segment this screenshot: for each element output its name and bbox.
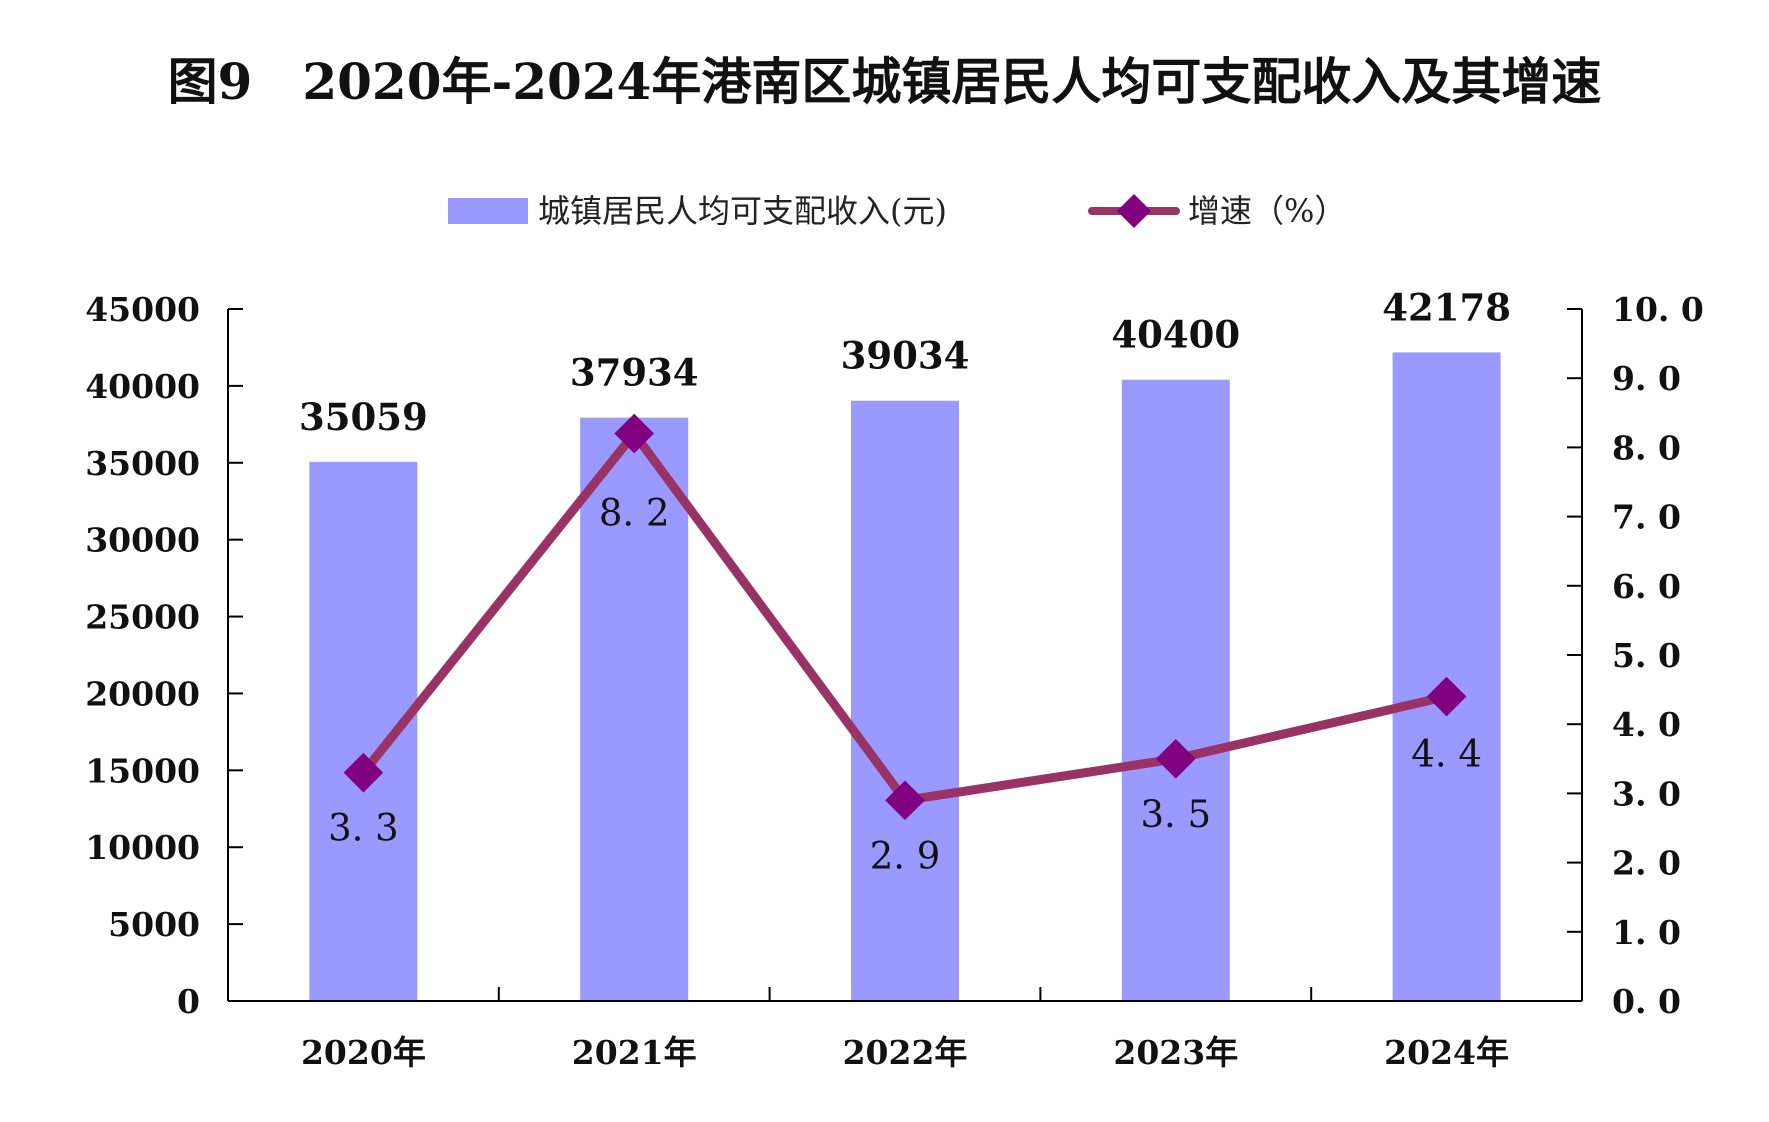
y-left-tick-label-1: 5000: [108, 905, 200, 944]
bar-value-label-3: 40400: [1111, 313, 1240, 357]
legend-line-label: 增速（%）: [1188, 192, 1346, 230]
growth-value-label-1: 8. 2: [599, 492, 670, 535]
y-right-tick-label-1: 1. 0: [1612, 913, 1681, 952]
chart-title: 图9 2020年-2024年港南区城镇居民人均可支配收入及其增速: [167, 52, 1602, 111]
data-labels-layer: 35059 37934 39034 40400 42178 3. 3 8. 2 2. 9 3. …: [299, 285, 1511, 877]
y-right-tick-label-5: 5. 0: [1612, 636, 1681, 675]
y-left-tick-label-4: 20000: [85, 674, 200, 713]
bar-value-label-4: 42178: [1382, 285, 1511, 329]
bar-2: [851, 400, 959, 1001]
y-left-tick-label-9: 45000: [85, 290, 200, 329]
legend: 城镇居民人均可支配收入(元) 增速（%）: [448, 192, 1346, 230]
growth-marker-4: [1426, 676, 1467, 717]
x-tick-label-3: 2023年: [1113, 1033, 1238, 1072]
x-tick-label-2: 2022年: [843, 1033, 968, 1072]
y-right-tick-label-3: 3. 0: [1612, 774, 1681, 813]
y-right-tick-label-4: 4. 0: [1612, 705, 1681, 744]
y-right-tick-label-6: 6. 0: [1612, 567, 1681, 606]
growth-value-label-4: 4. 4: [1411, 733, 1482, 776]
legend-line-marker: [1117, 194, 1151, 228]
growth-marker-1: [614, 413, 654, 454]
y-left-tick-label-8: 40000: [85, 367, 200, 406]
y-left-tick-label-3: 15000: [85, 751, 200, 790]
growth-marker-2: [885, 780, 925, 821]
y-right-tick-label-9: 9. 0: [1612, 359, 1681, 398]
legend-bar-swatch: [448, 198, 528, 224]
y-left-tick-label-7: 35000: [85, 444, 200, 483]
x-tick-label-0: 2020年: [301, 1033, 426, 1072]
growth-value-label-0: 3. 3: [328, 807, 399, 850]
bar-value-label-1: 37934: [570, 351, 699, 395]
bar-value-label-2: 39034: [841, 334, 970, 378]
y-right-tick-label-7: 7. 0: [1612, 498, 1681, 537]
legend-bar-label: 城镇居民人均可支配收入(元): [538, 192, 947, 230]
bar-value-label-0: 35059: [299, 395, 428, 439]
y-right-tick-label-2: 2. 0: [1612, 844, 1681, 883]
growth-value-label-3: 3. 5: [1140, 793, 1211, 836]
bar-3: [1121, 379, 1230, 1001]
y-right-tick-label-0: 0. 0: [1612, 982, 1681, 1021]
growth-value-label-2: 2. 9: [870, 834, 941, 877]
y-right-tick-label-8: 8. 0: [1612, 428, 1681, 467]
axes-layer: 0 5000 10000 15000 20000 25000 30000 35000 40000…: [85, 290, 1704, 1072]
y-left-tick-label-5: 25000: [85, 598, 200, 637]
growth-marker-3: [1156, 739, 1196, 779]
growth-line-layer: [343, 413, 1467, 821]
x-tick-label-4: 2024年: [1384, 1033, 1509, 1072]
bar-1: [580, 417, 689, 1001]
growth-marker-0: [343, 752, 384, 793]
x-tick-label-1: 2021年: [572, 1033, 697, 1072]
bars-layer: [309, 352, 1501, 1001]
y-left-tick-label-6: 30000: [85, 521, 200, 560]
y-right-tick-label-10: 10. 0: [1612, 290, 1704, 329]
y-left-tick-label-0: 0: [177, 982, 200, 1021]
y-left-tick-label-2: 10000: [85, 828, 200, 867]
bar-4: [1392, 352, 1501, 1001]
